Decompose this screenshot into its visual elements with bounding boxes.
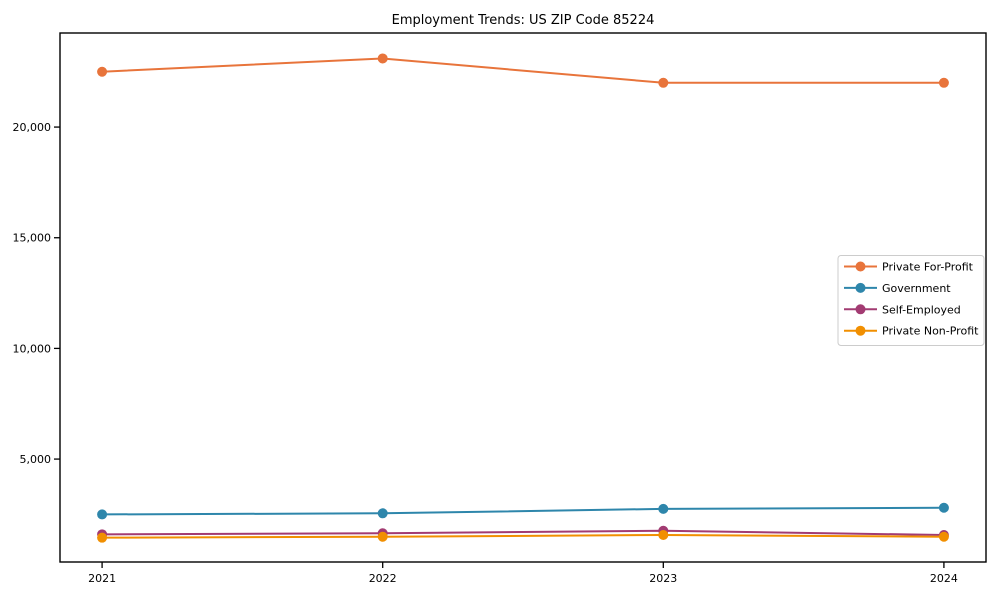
- data-point-private-for-profit-2024: [938, 77, 949, 88]
- data-point-private-non-profit-2021: [97, 532, 108, 543]
- legend-item-government: Government: [844, 282, 951, 295]
- series-line-private-for-profit: [101, 57, 945, 84]
- x-axis-tick-label: 2022: [369, 572, 397, 585]
- legend-marker-icon: [855, 325, 866, 336]
- x-axis-tick-label: 2021: [88, 572, 116, 585]
- data-point-private-for-profit-2023: [658, 77, 669, 88]
- x-axis-tick-label: 2024: [930, 572, 958, 585]
- legend-label: Self-Employed: [882, 303, 961, 316]
- data-point-private-non-profit-2024: [938, 531, 949, 542]
- data-point-government-2021: [97, 509, 108, 520]
- legend-item-private-for-profit: Private For-Profit: [844, 261, 974, 274]
- data-point-private-non-profit-2022: [377, 531, 388, 542]
- x-axis-tick-label: 2023: [649, 572, 677, 585]
- legend-marker-icon: [855, 261, 866, 272]
- legend-label: Government: [882, 282, 951, 295]
- data-point-government-2022: [377, 508, 388, 519]
- legend-box: [837, 255, 985, 346]
- chart-title: Employment Trends: US ZIP Code 85224: [392, 13, 655, 28]
- legend-marker-icon: [855, 304, 866, 315]
- plot-frame: [59, 32, 987, 563]
- data-point-government-2023: [658, 503, 669, 514]
- series-line-government: [101, 506, 945, 516]
- data-point-private-for-profit-2021: [97, 66, 108, 77]
- data-point-government-2024: [938, 502, 949, 513]
- legend-label: Private For-Profit: [882, 261, 974, 274]
- legend-item-self-employed: Self-Employed: [844, 303, 961, 316]
- legend-marker-icon: [855, 282, 866, 293]
- y-axis-tick-label: 5,000: [20, 453, 52, 466]
- plot-area: 5,000 10,000 15,000 20,000 2021 2022 2023 2024: [13, 32, 987, 585]
- series-line-private-non-profit: [101, 533, 945, 539]
- y-axis-tick-label: 15,000: [13, 232, 52, 245]
- legend-item-private-non-profit: Private Non-Profit: [844, 325, 979, 338]
- data-point-private-non-profit-2023: [658, 529, 669, 540]
- legend: Private For-Profit Government Self-Employe…: [837, 255, 985, 346]
- y-axis-tick-label: 10,000: [13, 342, 52, 355]
- legend-label: Private Non-Profit: [882, 325, 979, 338]
- data-point-private-for-profit-2022: [377, 53, 388, 64]
- series-line-self-employed: [101, 529, 945, 536]
- y-axis-tick-label: 20,000: [13, 121, 52, 134]
